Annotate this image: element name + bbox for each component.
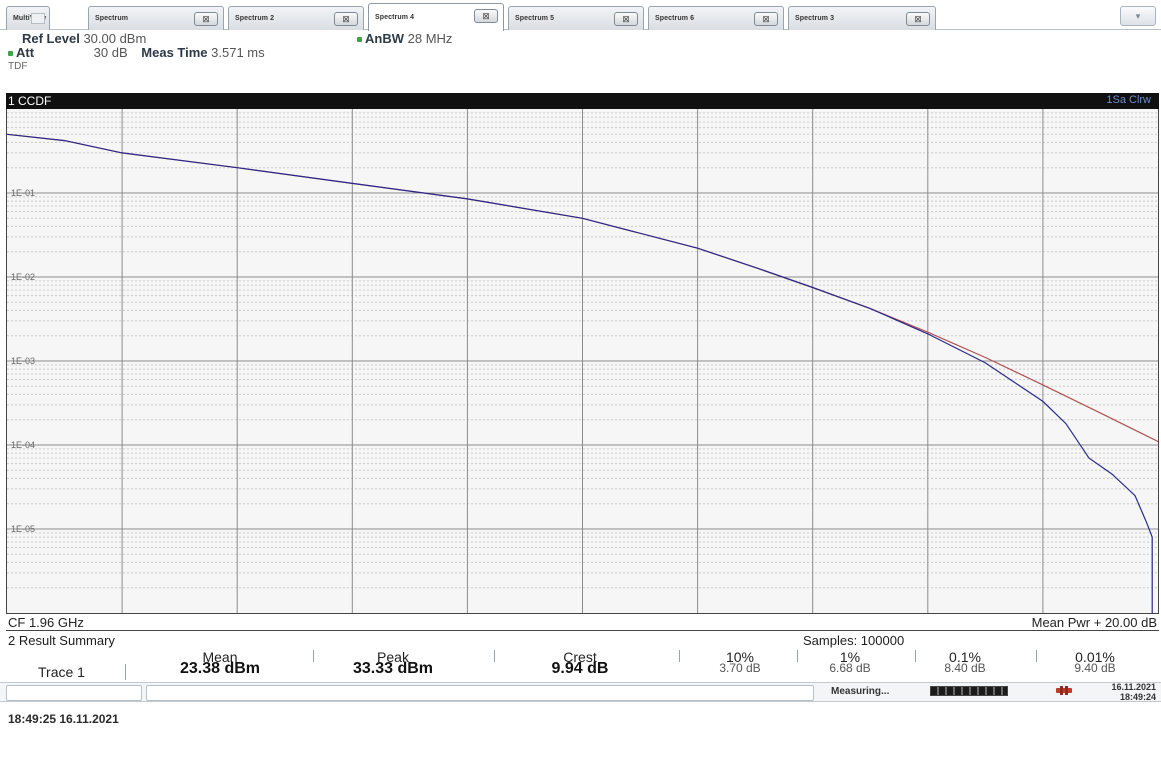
ccdf-1pct-value: 6.68 dB — [829, 661, 871, 675]
ccdf-01pct-value: 8.40 dB — [944, 661, 986, 675]
tab-bar: MultiView Spectrum ⊠ Spectrum 2 ⊠ Spectr… — [0, 0, 1161, 31]
ccdf-001pct-header: 0.01% — [1075, 649, 1115, 665]
trace-badge: 1Sa Clrw — [1106, 94, 1151, 106]
trace-label: Trace 1 — [38, 664, 85, 680]
status-bar — [0, 682, 1161, 702]
y-tick-label: 1E-04 — [11, 440, 35, 450]
tab-multiview[interactable]: MultiView — [6, 6, 50, 30]
close-icon[interactable]: ⊠ — [754, 12, 778, 26]
status-dot-icon — [8, 51, 13, 57]
att-row: Att 30 dB Meas Time 3.571 ms — [8, 45, 265, 60]
mean-power-label: Mean Pwr + 20.00 dB — [1031, 615, 1157, 630]
diagram-header: 1 CCDF 1Sa Clrw — [6, 93, 1159, 109]
att-value: 30 dB — [93, 45, 128, 60]
ref-level-label: Ref Level — [22, 31, 80, 46]
column-separator — [915, 650, 916, 662]
diagram-footer: CF 1.96 GHz Mean Pwr + 20.00 dB — [6, 613, 1159, 631]
close-icon[interactable]: ⊠ — [474, 9, 498, 23]
ccdf-001pct-value: 9.40 dB — [1074, 661, 1116, 675]
column-separator — [797, 650, 798, 662]
measuring-status: Measuring... — [831, 686, 890, 697]
anbw-label: AnBW — [365, 31, 404, 46]
ref-level-value: 30.00 dBm — [83, 31, 147, 46]
y-tick-label: 1E-05 — [11, 524, 35, 534]
result-summary-title: 2 Result Summary — [8, 633, 115, 648]
ccdf-01pct-header: 0.1% — [949, 649, 981, 665]
tab-spectrum-5[interactable]: Spectrum 5 ⊠ — [508, 6, 644, 30]
column-separator — [1036, 650, 1037, 662]
y-tick-label: 1E-02 — [11, 272, 35, 282]
ccdf-10pct-value: 3.70 dB — [719, 661, 761, 675]
peak-header: Peak — [377, 649, 409, 665]
y-tick-label: 1E-01 — [11, 188, 35, 198]
mean-header: Mean — [202, 649, 238, 665]
column-separator — [494, 650, 495, 662]
crest-value: 9.94 dB — [551, 660, 609, 677]
ref-level-row: Ref Level 30.00 dBm — [22, 31, 146, 46]
ccdf-trace-line — [7, 133, 1153, 613]
ccdf-1pct-header: 1% — [839, 649, 861, 665]
close-icon[interactable]: ⊠ — [334, 12, 358, 26]
diagram-title: 1 CCDF — [8, 94, 52, 108]
close-icon[interactable]: ⊠ — [614, 12, 638, 26]
progress-fill — [931, 687, 1007, 695]
message-field[interactable] — [146, 685, 814, 701]
tab-spectrum[interactable]: Spectrum ⊠ — [88, 6, 224, 30]
progress-bar — [930, 686, 1008, 696]
tab-spectrum-4[interactable]: Spectrum 4 ⊠ — [368, 3, 504, 31]
att-label: Att — [16, 45, 35, 60]
meas-time-label: Meas Time — [141, 45, 208, 60]
status-dot-icon — [357, 37, 362, 43]
status-field[interactable] — [6, 685, 142, 701]
column-separator — [125, 664, 126, 680]
status-time: 18:49:24 — [1119, 692, 1156, 702]
anbw-value: 28 MHz — [407, 31, 453, 46]
ccdf-plot[interactable]: 1E-01 1E-02 1E-03 1E-04 1E-05 — [6, 109, 1159, 613]
ccdf-10pct-header: 10% — [725, 649, 755, 665]
center-frequency-label: CF 1.96 GHz — [8, 615, 84, 630]
network-icon[interactable] — [1056, 686, 1072, 695]
peak-value: 33.33 dBm — [352, 660, 434, 677]
close-icon[interactable]: ⊠ — [906, 12, 930, 26]
column-separator — [679, 650, 680, 662]
y-tick-label: 1E-03 — [11, 356, 35, 366]
tdf-label: TDF — [8, 61, 28, 72]
tab-spectrum-3[interactable]: Spectrum 3 ⊠ — [788, 6, 936, 30]
tab-grip-icon — [31, 13, 45, 24]
screenshot-timestamp: 18:49:25 16.11.2021 — [8, 712, 119, 726]
crest-header: Crest — [563, 649, 597, 665]
mean-value: 23.38 dBm — [179, 660, 261, 677]
tab-spectrum-6[interactable]: Spectrum 6 ⊠ — [648, 6, 784, 30]
overview-button[interactable]: ▾ — [1120, 6, 1156, 26]
status-date: 16.11.2021 — [1111, 682, 1156, 692]
ccdf-chart: 1E-01 1E-02 1E-03 1E-04 1E-05 — [7, 109, 1158, 613]
close-icon[interactable]: ⊠ — [194, 12, 218, 26]
anbw-row: AnBW 28 MHz — [357, 31, 452, 46]
meas-time-value: 3.571 ms — [211, 45, 265, 60]
column-separator — [313, 650, 314, 662]
tab-spectrum-2[interactable]: Spectrum 2 ⊠ — [228, 6, 364, 30]
samples-count: Samples: 100000 — [803, 633, 905, 648]
